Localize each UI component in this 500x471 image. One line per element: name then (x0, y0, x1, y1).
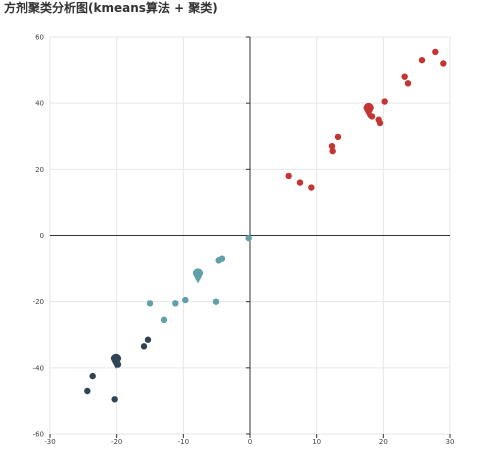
data-point (329, 147, 336, 155)
y-tick-label: 60 (35, 34, 44, 42)
data-point (146, 300, 154, 307)
data-point (376, 119, 384, 127)
centroid-pin-marker (192, 268, 204, 284)
x-tick-label: -30 (44, 438, 55, 446)
x-tick-label: -20 (111, 438, 122, 446)
y-tick-label: -20 (33, 298, 44, 306)
x-tick-label: -10 (178, 438, 189, 446)
data-point (401, 73, 408, 80)
x-tick-label: 20 (379, 438, 388, 446)
x-tick-label: 0 (248, 438, 252, 446)
data-point (440, 60, 447, 67)
data-point (172, 300, 179, 307)
centroid-pin-marker (110, 353, 122, 369)
data-point (381, 98, 388, 105)
data-point (328, 142, 336, 150)
tick-labels: -30 -20 -10 0 10 20 30 -60 -40 -20 0 20 40 60 (33, 34, 455, 447)
data-point (285, 172, 292, 180)
data-point (144, 336, 152, 343)
data-point (334, 133, 342, 141)
y-tick-label: 20 (35, 166, 44, 174)
data-point (245, 234, 252, 242)
y-tick-label: 0 (40, 232, 44, 240)
y-tick-label: -40 (33, 364, 44, 372)
data-point (296, 179, 304, 186)
data-point (308, 184, 315, 191)
data-point (212, 298, 220, 305)
data-point (160, 316, 168, 324)
y-tick-label: 40 (35, 100, 44, 108)
data-point (84, 387, 91, 395)
centroid-pin-marker (363, 102, 374, 119)
data-point (140, 343, 148, 350)
chart-title: 方剂聚类分析图(kmeans算法 + 聚类) (4, 1, 218, 15)
data-points (84, 48, 447, 403)
x-tick-label: 10 (312, 438, 321, 446)
data-point (215, 257, 222, 264)
data-point (182, 296, 189, 304)
data-point (111, 396, 118, 403)
data-point (404, 80, 412, 87)
data-point (89, 372, 96, 380)
data-point (418, 56, 426, 64)
x-tick-label: 30 (446, 438, 455, 446)
y-tick-label: -60 (33, 431, 44, 439)
data-point (432, 48, 439, 56)
